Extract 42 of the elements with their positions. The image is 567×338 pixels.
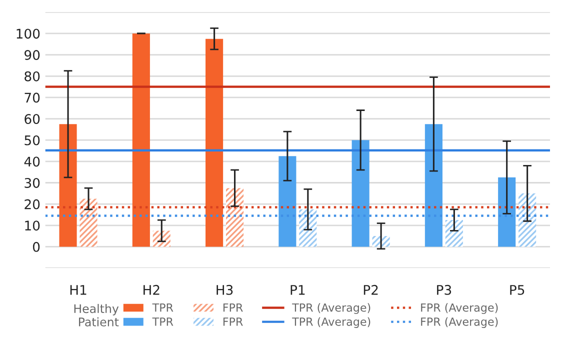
bar xyxy=(278,156,296,247)
bar xyxy=(518,193,536,247)
x-tick-label: P2 xyxy=(364,284,378,295)
bar xyxy=(352,140,370,247)
y-tick-label: 20 xyxy=(24,199,40,210)
bar xyxy=(299,209,317,247)
x-tick-label: H1 xyxy=(70,285,86,295)
y-tick-label: 30 xyxy=(24,178,40,188)
bar xyxy=(424,124,442,247)
x-tick-label: P5 xyxy=(510,285,524,295)
y-tick-label: 60 xyxy=(24,114,40,124)
legend-label: FPR (Average) xyxy=(421,303,498,314)
bar xyxy=(445,220,463,247)
bar xyxy=(59,124,77,247)
legend-label: TPR xyxy=(152,304,174,312)
bar xyxy=(132,33,150,247)
legend-label: FPR xyxy=(223,318,243,326)
x-tick-label: P1 xyxy=(290,285,305,295)
y-tick-label: 80 xyxy=(24,71,40,82)
bar xyxy=(80,198,98,247)
y-tick-label: 0 xyxy=(32,242,40,252)
x-tick-label: H2 xyxy=(144,284,160,295)
bar xyxy=(226,188,244,247)
y-tick-label: 70 xyxy=(24,92,40,103)
bar xyxy=(498,177,516,247)
x-tick-label: P3 xyxy=(437,284,452,295)
legend-label: FPR (Average) xyxy=(421,317,498,328)
text: Patient xyxy=(79,317,119,326)
legend-label: TPR (Average) xyxy=(292,303,370,314)
legend-label: TPR (Average) xyxy=(292,317,370,328)
text: Healthy xyxy=(74,304,119,316)
y-tick-label: 10 xyxy=(25,220,40,231)
y-tick-label: 90 xyxy=(24,50,40,60)
x-tick-label: H3 xyxy=(216,284,233,295)
legend-label: TPR xyxy=(152,318,174,326)
legend-label: FPR xyxy=(223,304,243,312)
y-tick-label: 40 xyxy=(24,156,40,167)
bar xyxy=(152,230,170,247)
y-tick-label: 50 xyxy=(24,135,40,146)
bar xyxy=(372,236,390,247)
y-tick-label: 100 xyxy=(16,28,40,39)
bar xyxy=(206,38,224,247)
